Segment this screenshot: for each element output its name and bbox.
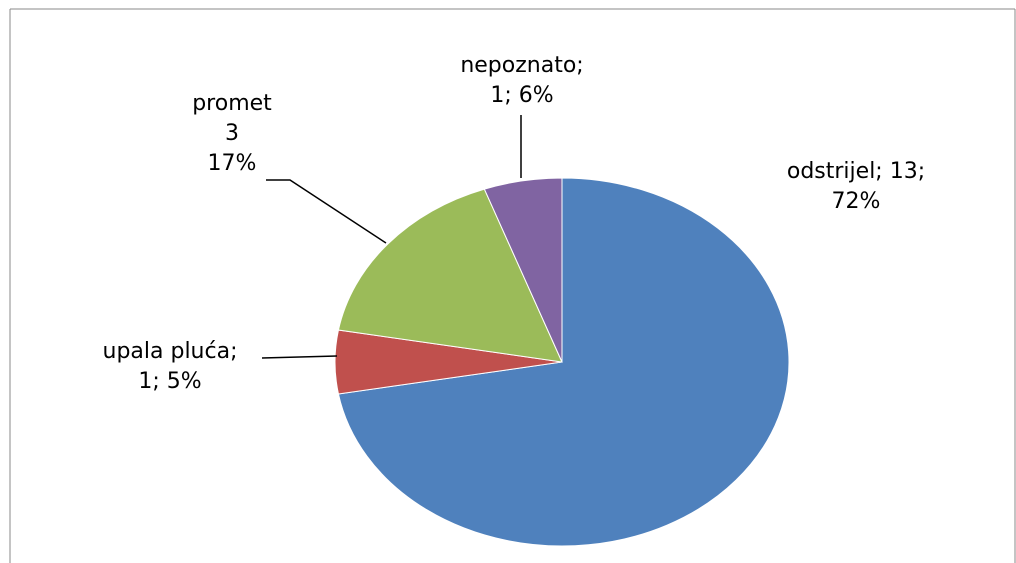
- slice-label-line: 1; 5%: [138, 369, 201, 394]
- leader-lines: [261, 115, 522, 359]
- pie-slice-promet: [337, 188, 563, 363]
- pie-slice-odstrijel: [337, 177, 790, 547]
- slice-label-line: 72%: [832, 189, 881, 214]
- pie-slice-nepoznato: [483, 177, 563, 363]
- slice-label-upala-pluća: upala pluća; 1; 5%: [103, 339, 238, 394]
- leader-line-upala-pluca: [261, 355, 338, 359]
- slice-label-line: promet: [192, 91, 272, 116]
- slice-label-odstrijel: odstrijel; 13; 72%: [787, 159, 925, 214]
- slice-label-line: nepoznato;: [460, 53, 583, 78]
- slice-label-line: 3: [225, 121, 239, 146]
- slice-label-promet: promet 3 17%: [192, 91, 272, 176]
- pie-slices: [334, 177, 790, 547]
- slice-label-line: odstrijel; 13;: [787, 159, 925, 184]
- slice-label-line: 17%: [208, 151, 257, 176]
- slice-label-nepoznato: nepoznato; 1; 6%: [460, 53, 583, 108]
- slice-label-line: upala pluća;: [103, 339, 238, 364]
- slice-label-line: 1; 6%: [490, 83, 553, 108]
- slice-labels: odstrijel; 13; 72% upala pluća; 1; 5% promet…: [103, 53, 926, 394]
- leader-line-promet: [266, 179, 387, 244]
